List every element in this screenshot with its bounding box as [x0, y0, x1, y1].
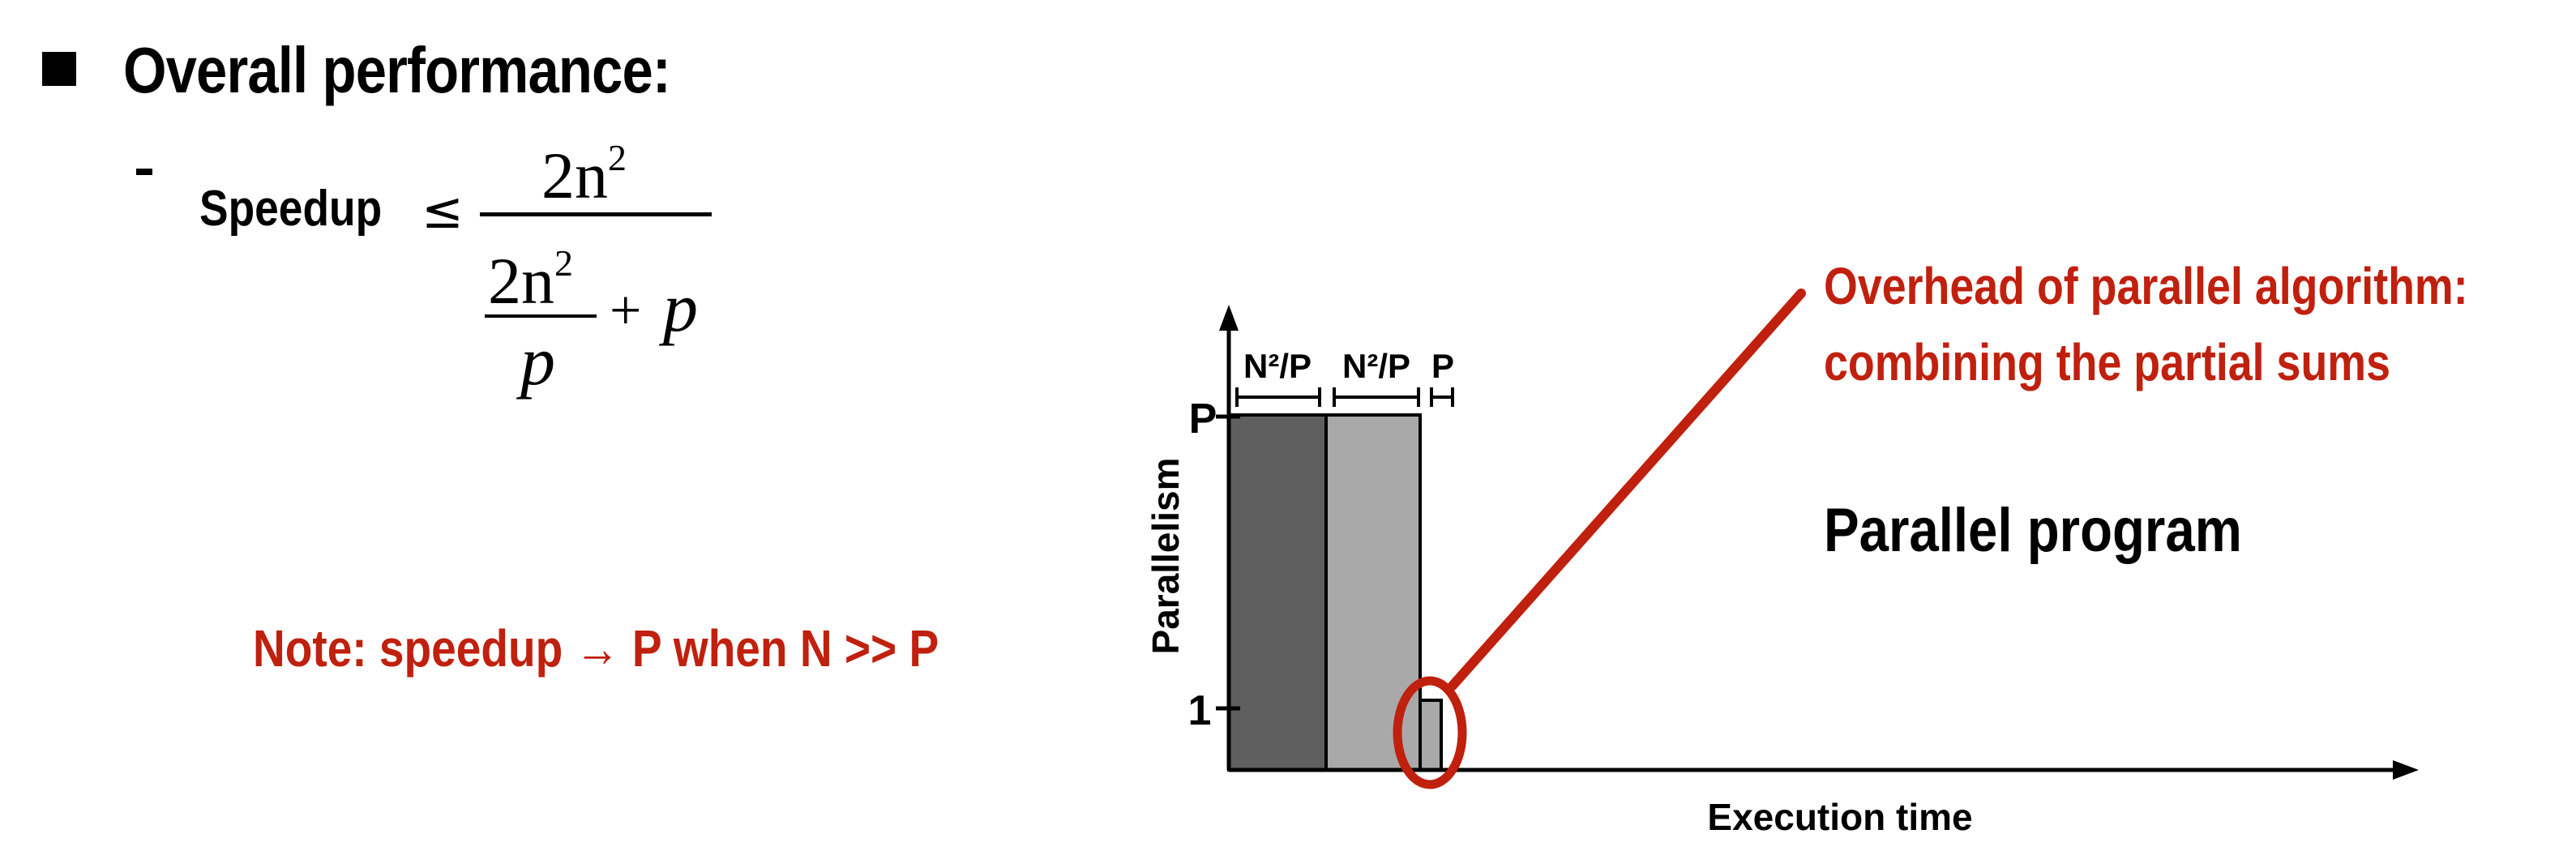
numerator: 2n2 [541, 122, 627, 212]
main-fraction-bar [480, 212, 712, 216]
p-term: p [663, 268, 698, 346]
bullet-square-icon [42, 52, 76, 86]
parallel-program-caption: Parallel program [1824, 496, 2242, 565]
segment-bracket-2 [1333, 387, 1420, 407]
segment-bracket-1 [1235, 387, 1321, 407]
sub-bullet-dash [136, 169, 152, 175]
overhead-highlight-circle [1393, 676, 1467, 789]
y-axis-arrowhead [1219, 305, 1239, 331]
plus-sign: + [610, 280, 642, 342]
y-axis-label: Parallelism [1145, 458, 1187, 655]
inner-numerator-base: 2n [488, 244, 554, 318]
segment-bracket-3 [1430, 387, 1454, 407]
segment-label-3: P [1431, 347, 1454, 385]
callout-leader-line [1448, 289, 1806, 691]
segment-label-2: N²/P [1342, 347, 1410, 385]
segment-label-1: N²/P [1243, 347, 1312, 385]
inner-numerator: 2n2 [488, 227, 573, 318]
small-bar [1419, 699, 1443, 772]
numerator-base: 2n [541, 139, 608, 212]
y-tick-label-1: 1 [1188, 687, 1212, 734]
x-axis-label: Execution time [1707, 796, 1972, 838]
light-bar [1324, 413, 1422, 772]
overhead-callout: Overhead of parallel algorithm: combinin… [1824, 248, 2468, 400]
inner-fraction-bar [485, 314, 597, 318]
speedup-leq-sign: ≤ [421, 181, 464, 240]
y-tick-label-P: P [1189, 396, 1217, 443]
note-text: Note: speedup → P when N >> P [253, 619, 939, 678]
numerator-exponent: 2 [608, 137, 627, 178]
x-axis-arrowhead [2393, 760, 2419, 780]
overhead-callout-line2: combining the partial sums [1824, 333, 2390, 391]
overhead-callout-line1: Overhead of parallel algorithm: [1824, 257, 2468, 315]
inner-numerator-exponent: 2 [554, 242, 573, 284]
speedup-label: Speedup [199, 181, 383, 237]
dark-bar [1227, 413, 1328, 772]
slide-heading: Overall performance: [123, 34, 671, 106]
inner-denominator: p [520, 322, 555, 400]
